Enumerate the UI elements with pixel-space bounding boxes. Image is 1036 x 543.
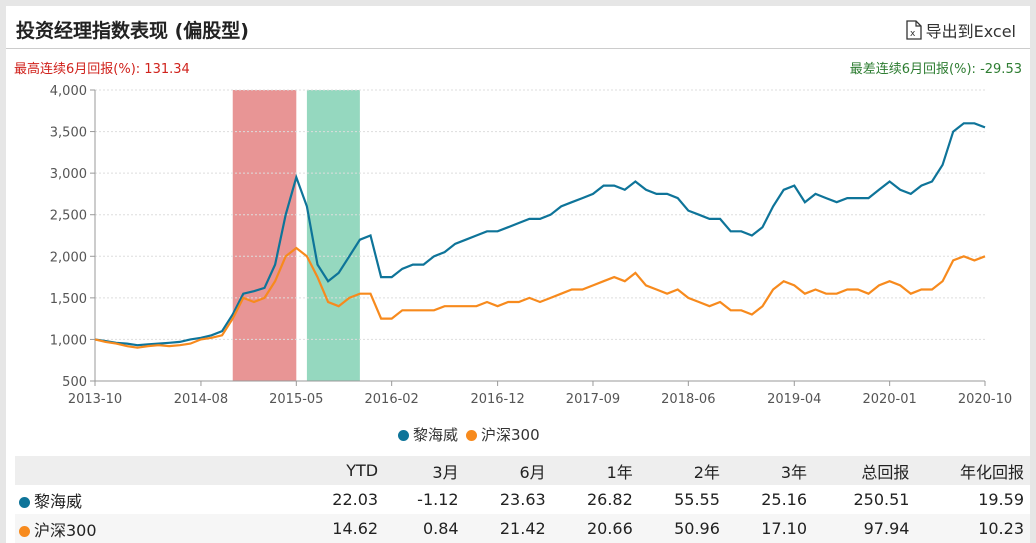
legend-label: 黎海威 (413, 426, 459, 444)
legend-label: 沪深300 (481, 426, 540, 444)
x-tick-label: 2013-10 (68, 392, 122, 407)
table-cell: 10.23 (978, 519, 1024, 538)
table-cell: -1.12 (417, 490, 459, 509)
table-cell: 22.03 (332, 490, 379, 509)
worst-value: -29.53 (980, 62, 1022, 77)
export-label: 导出到Excel (925, 22, 1016, 41)
x-tick-label: 2014-08 (174, 392, 228, 407)
header-divider (6, 48, 1030, 49)
performance-panel: 投资经理指数表现 (偏股型) x 导出到Excel 最高连续6月回报(%): 1… (6, 6, 1030, 543)
highlight-period (306, 90, 360, 381)
column-header: 6月 (519, 462, 546, 482)
legend-item-manager[interactable]: 黎海威 (398, 424, 458, 445)
x-tick-label: 2016-02 (365, 392, 419, 407)
excel-file-icon: x (905, 20, 922, 40)
x-tick-label: 2020-01 (862, 392, 916, 407)
row-label: 黎海威 (34, 491, 83, 511)
x-tick-label: 2015-05 (269, 392, 323, 407)
table-cell: 250.51 (853, 490, 910, 509)
table-cell: 21.42 (499, 519, 546, 538)
row-label: 沪深300 (34, 520, 97, 540)
column-header: 总回报 (861, 462, 910, 482)
y-tick-label: 1,500 (50, 292, 87, 307)
y-tick-label: 4,000 (50, 84, 87, 99)
y-tick-label: 3,000 (50, 167, 87, 182)
column-header: 年化回报 (959, 462, 1024, 482)
table-cell: 17.10 (761, 519, 808, 538)
table-cell: 19.59 (978, 490, 1024, 509)
row-name: 黎海威 (15, 485, 297, 514)
x-tick-label: 2017-09 (566, 392, 620, 407)
legend-item-index[interactable]: 沪深300 (466, 424, 540, 445)
row-name: 沪深300 (15, 514, 297, 543)
y-tick-label: 3,500 (50, 126, 87, 141)
column-header: 1年 (606, 462, 633, 482)
page-title: 投资经理指数表现 (偏股型) (16, 20, 249, 42)
y-tick-label: 2,000 (50, 250, 87, 265)
y-tick-label: 500 (62, 375, 87, 390)
table-cell: 26.82 (586, 490, 633, 509)
highlight-period (232, 90, 297, 381)
legend-dot (398, 430, 409, 441)
x-tick-label: 2016-12 (470, 392, 524, 407)
table-cell: 55.55 (674, 490, 720, 509)
best-label: 最高连续6月回报(%): (14, 62, 141, 77)
x-tick-label: 2018-06 (661, 392, 715, 407)
row-dot (19, 525, 30, 537)
table-cell: 0.84 (422, 519, 459, 538)
worst-6m-return: 最差连续6月回报(%): -29.53 (850, 58, 1022, 77)
y-tick-label: 2,500 (50, 209, 87, 224)
table-row: 沪深300 14.62 0.84 21.42 20.66 50.96 17.10 97.94 1… (15, 514, 1030, 543)
column-header: 3年 (780, 462, 808, 482)
x-tick-label: 2020-10 (958, 392, 1012, 407)
best-value: 131.34 (144, 62, 190, 77)
line-chart: 500 1,000 1,500 2,000 2,500 3,000 3,500 4,000 20… (50, 84, 1012, 407)
x-tick-label: 2019-04 (767, 392, 821, 407)
worst-label: 最差连续6月回报(%): (849, 62, 976, 77)
table-row: 黎海威 22.03 -1.12 23.63 26.82 55.55 25.16 250.51 1… (15, 485, 1030, 514)
column-header: 2年 (693, 462, 720, 482)
table-cell: 50.96 (674, 519, 720, 538)
y-tick-label: 1,000 (50, 333, 87, 348)
best-6m-return: 最高连续6月回报(%): 131.34 (14, 58, 190, 77)
table-cell: 20.66 (586, 519, 633, 538)
column-header: 3月 (432, 462, 459, 482)
column-header (15, 456, 297, 485)
series-line-manager (94, 122, 986, 347)
table-cell: 23.63 (499, 490, 546, 509)
returns-table: YTD 3月 6月 1年 2年 3年 总回报 年化回报 黎海威 22.03 -1.1… (15, 456, 1030, 543)
table-cell: 25.16 (761, 490, 808, 509)
table-header-row: YTD 3月 6月 1年 2年 3年 总回报 年化回报 (15, 456, 1030, 485)
svg-text:x: x (910, 29, 916, 39)
export-excel-button[interactable]: x 导出到Excel (905, 18, 1016, 42)
legend: 黎海威 沪深300 (398, 424, 540, 445)
table-cell: 97.94 (863, 519, 910, 538)
column-header: YTD (346, 461, 379, 480)
legend-dot (466, 430, 478, 441)
table-cell: 14.62 (332, 519, 379, 538)
row-dot (19, 496, 30, 508)
